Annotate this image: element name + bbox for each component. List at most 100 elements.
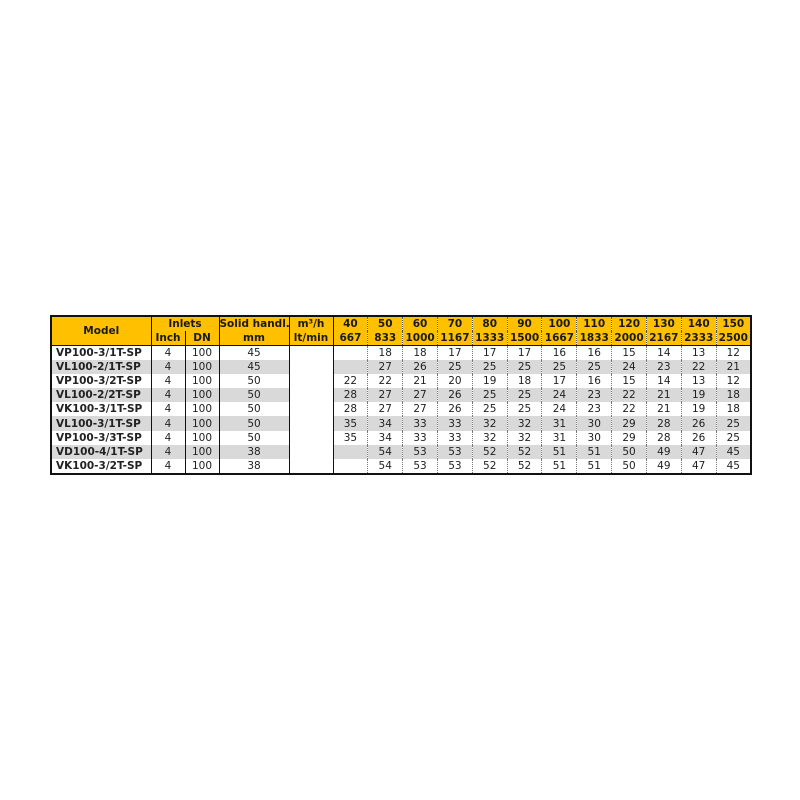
dn-cell: 100 xyxy=(184,416,220,431)
head-value-cell: 53 xyxy=(436,458,473,474)
table-row: VL100-2/2T-SP 4 100 50 28 27 27 26 25 25 24 23 22 21 1… xyxy=(50,388,752,403)
head-value-cell: 17 xyxy=(541,374,578,389)
head-value-cell: 22 xyxy=(680,360,717,375)
dn-cell: 100 xyxy=(184,374,220,389)
head-value-cell: 34 xyxy=(367,416,404,431)
head-value-cell: 32 xyxy=(506,416,543,431)
header-flow-m3h: 100 xyxy=(541,315,578,331)
head-value-cell: 24 xyxy=(611,360,647,375)
table-row: VL100-3/1T-SP 4 100 50 35 34 33 33 32 32 31 30 29 28 2… xyxy=(50,416,752,431)
head-value-cell: 35 xyxy=(332,430,369,445)
header-row-1: Model Inlets Solid handl. m³/h 40 50 60 70 8… xyxy=(50,315,752,346)
dn-cell: 100 xyxy=(184,430,220,445)
head-value-cell: 52 xyxy=(471,444,508,459)
head-value-cell: 23 xyxy=(645,360,682,375)
head-value-cell: 53 xyxy=(402,458,438,474)
head-value-cell: 27 xyxy=(367,402,404,417)
header-flow-m3h: 50 xyxy=(367,315,404,331)
head-value-cell: 51 xyxy=(541,444,578,459)
inch-cell: 4 xyxy=(150,458,186,474)
dn-cell: 100 xyxy=(184,458,220,474)
head-value-cell: 28 xyxy=(645,430,682,445)
head-value-cell: 19 xyxy=(680,388,717,403)
header-flow-ltmin: 1167 xyxy=(436,331,473,346)
head-value-cell xyxy=(332,444,369,459)
head-value-cell: 52 xyxy=(506,444,543,459)
head-value-cell: 31 xyxy=(541,416,578,431)
head-value-cell: 21 xyxy=(715,360,752,375)
head-value-cell: 18 xyxy=(506,374,543,389)
head-value-cell: 25 xyxy=(715,430,752,445)
solid-handling-cell: 50 xyxy=(218,416,290,431)
head-value-cell: 25 xyxy=(506,388,543,403)
head-value-cell: 12 xyxy=(715,345,752,361)
head-value-cell: 25 xyxy=(471,388,508,403)
header-flow-ltmin: 1000 xyxy=(402,331,438,346)
dn-cell: 100 xyxy=(184,360,220,375)
head-value-cell: 52 xyxy=(471,458,508,474)
inch-cell: 4 xyxy=(150,360,186,375)
table-row: VP100-3/2T-SP 4 100 50 22 22 21 20 19 18 17 16 15 14 1… xyxy=(50,374,752,389)
head-value-cell: 17 xyxy=(506,345,543,361)
head-value-cell: 24 xyxy=(541,388,578,403)
header-flow-m3h: 120 xyxy=(611,315,647,331)
header-row-2: Inch DN mm lt/min 667 833 1000 1167 1333 1500… xyxy=(51,331,752,346)
table-row: VP100-3/1T-SP 4 100 45 18 18 17 17 17 16 16 15 14 13 1… xyxy=(50,344,752,475)
head-value-cell: 27 xyxy=(367,388,404,403)
head-value-cell: 33 xyxy=(436,430,473,445)
inch-cell: 4 xyxy=(150,345,186,361)
head-value-cell: 31 xyxy=(541,430,578,445)
head-value-cell: 15 xyxy=(611,345,647,361)
model-cell: VP100-3/1T-SP xyxy=(50,345,152,361)
header-dn: DN xyxy=(184,331,220,346)
header-flow-ltmin: 2000 xyxy=(611,331,647,346)
head-value-cell: 50 xyxy=(611,444,647,459)
table-row: VP100-3/3T-SP 4 100 50 35 34 33 33 32 32 31 30 29 28 2… xyxy=(50,430,752,445)
head-value-cell: 24 xyxy=(541,402,578,417)
head-value-cell: 28 xyxy=(332,402,369,417)
solid-handling-cell: 50 xyxy=(218,430,290,445)
head-value-cell: 32 xyxy=(506,430,543,445)
head-value-cell: 26 xyxy=(402,360,438,375)
header-flow-ltmin: 2500 xyxy=(715,331,752,346)
inch-cell: 4 xyxy=(150,402,186,417)
header-flow-ltmin: 2167 xyxy=(645,331,682,346)
head-value-cell: 13 xyxy=(680,345,717,361)
head-value-cell: 52 xyxy=(506,458,543,474)
model-cell: VK100-3/1T-SP xyxy=(50,402,152,417)
header-flow-ltmin: 1833 xyxy=(576,331,613,346)
header-flow-ltmin: 1500 xyxy=(506,331,543,346)
head-value-cell: 16 xyxy=(541,345,578,361)
head-value-cell: 53 xyxy=(402,444,438,459)
header-flow-ltmin: 833 xyxy=(367,331,404,346)
head-value-cell: 21 xyxy=(645,388,682,403)
table-row: VD100-4/1T-SP 4 100 38 54 53 53 52 52 51 51 50 49 47 4… xyxy=(50,444,752,459)
head-value-cell: 13 xyxy=(680,374,717,389)
header-flow-m3h: 140 xyxy=(680,315,717,331)
head-value-cell: 20 xyxy=(436,374,473,389)
head-value-cell: 12 xyxy=(715,374,752,389)
head-value-cell: 25 xyxy=(471,360,508,375)
header-flow-unit-ltmin: lt/min xyxy=(288,331,334,346)
model-cell: VL100-2/1T-SP xyxy=(50,360,152,375)
head-value-cell: 32 xyxy=(471,430,508,445)
head-value-cell: 33 xyxy=(402,430,438,445)
head-value-cell xyxy=(332,345,369,361)
dn-cell: 100 xyxy=(184,444,220,459)
head-value-cell: 49 xyxy=(645,458,682,474)
dn-cell: 100 xyxy=(184,402,220,417)
head-value-cell: 21 xyxy=(402,374,438,389)
inch-cell: 4 xyxy=(150,444,186,459)
head-value-cell: 45 xyxy=(715,444,752,459)
head-value-cell xyxy=(332,458,369,474)
header-flow-m3h: 60 xyxy=(402,315,438,331)
head-value-cell: 27 xyxy=(402,402,438,417)
head-value-cell: 18 xyxy=(367,345,404,361)
solid-handling-cell: 50 xyxy=(218,402,290,417)
header-inlets: Inlets xyxy=(150,315,220,331)
header-inch: Inch xyxy=(150,331,186,346)
head-value-cell: 23 xyxy=(576,388,613,403)
head-value-cell: 25 xyxy=(576,360,613,375)
head-value-cell: 21 xyxy=(645,402,682,417)
model-cell: VK100-3/2T-SP xyxy=(50,458,152,474)
